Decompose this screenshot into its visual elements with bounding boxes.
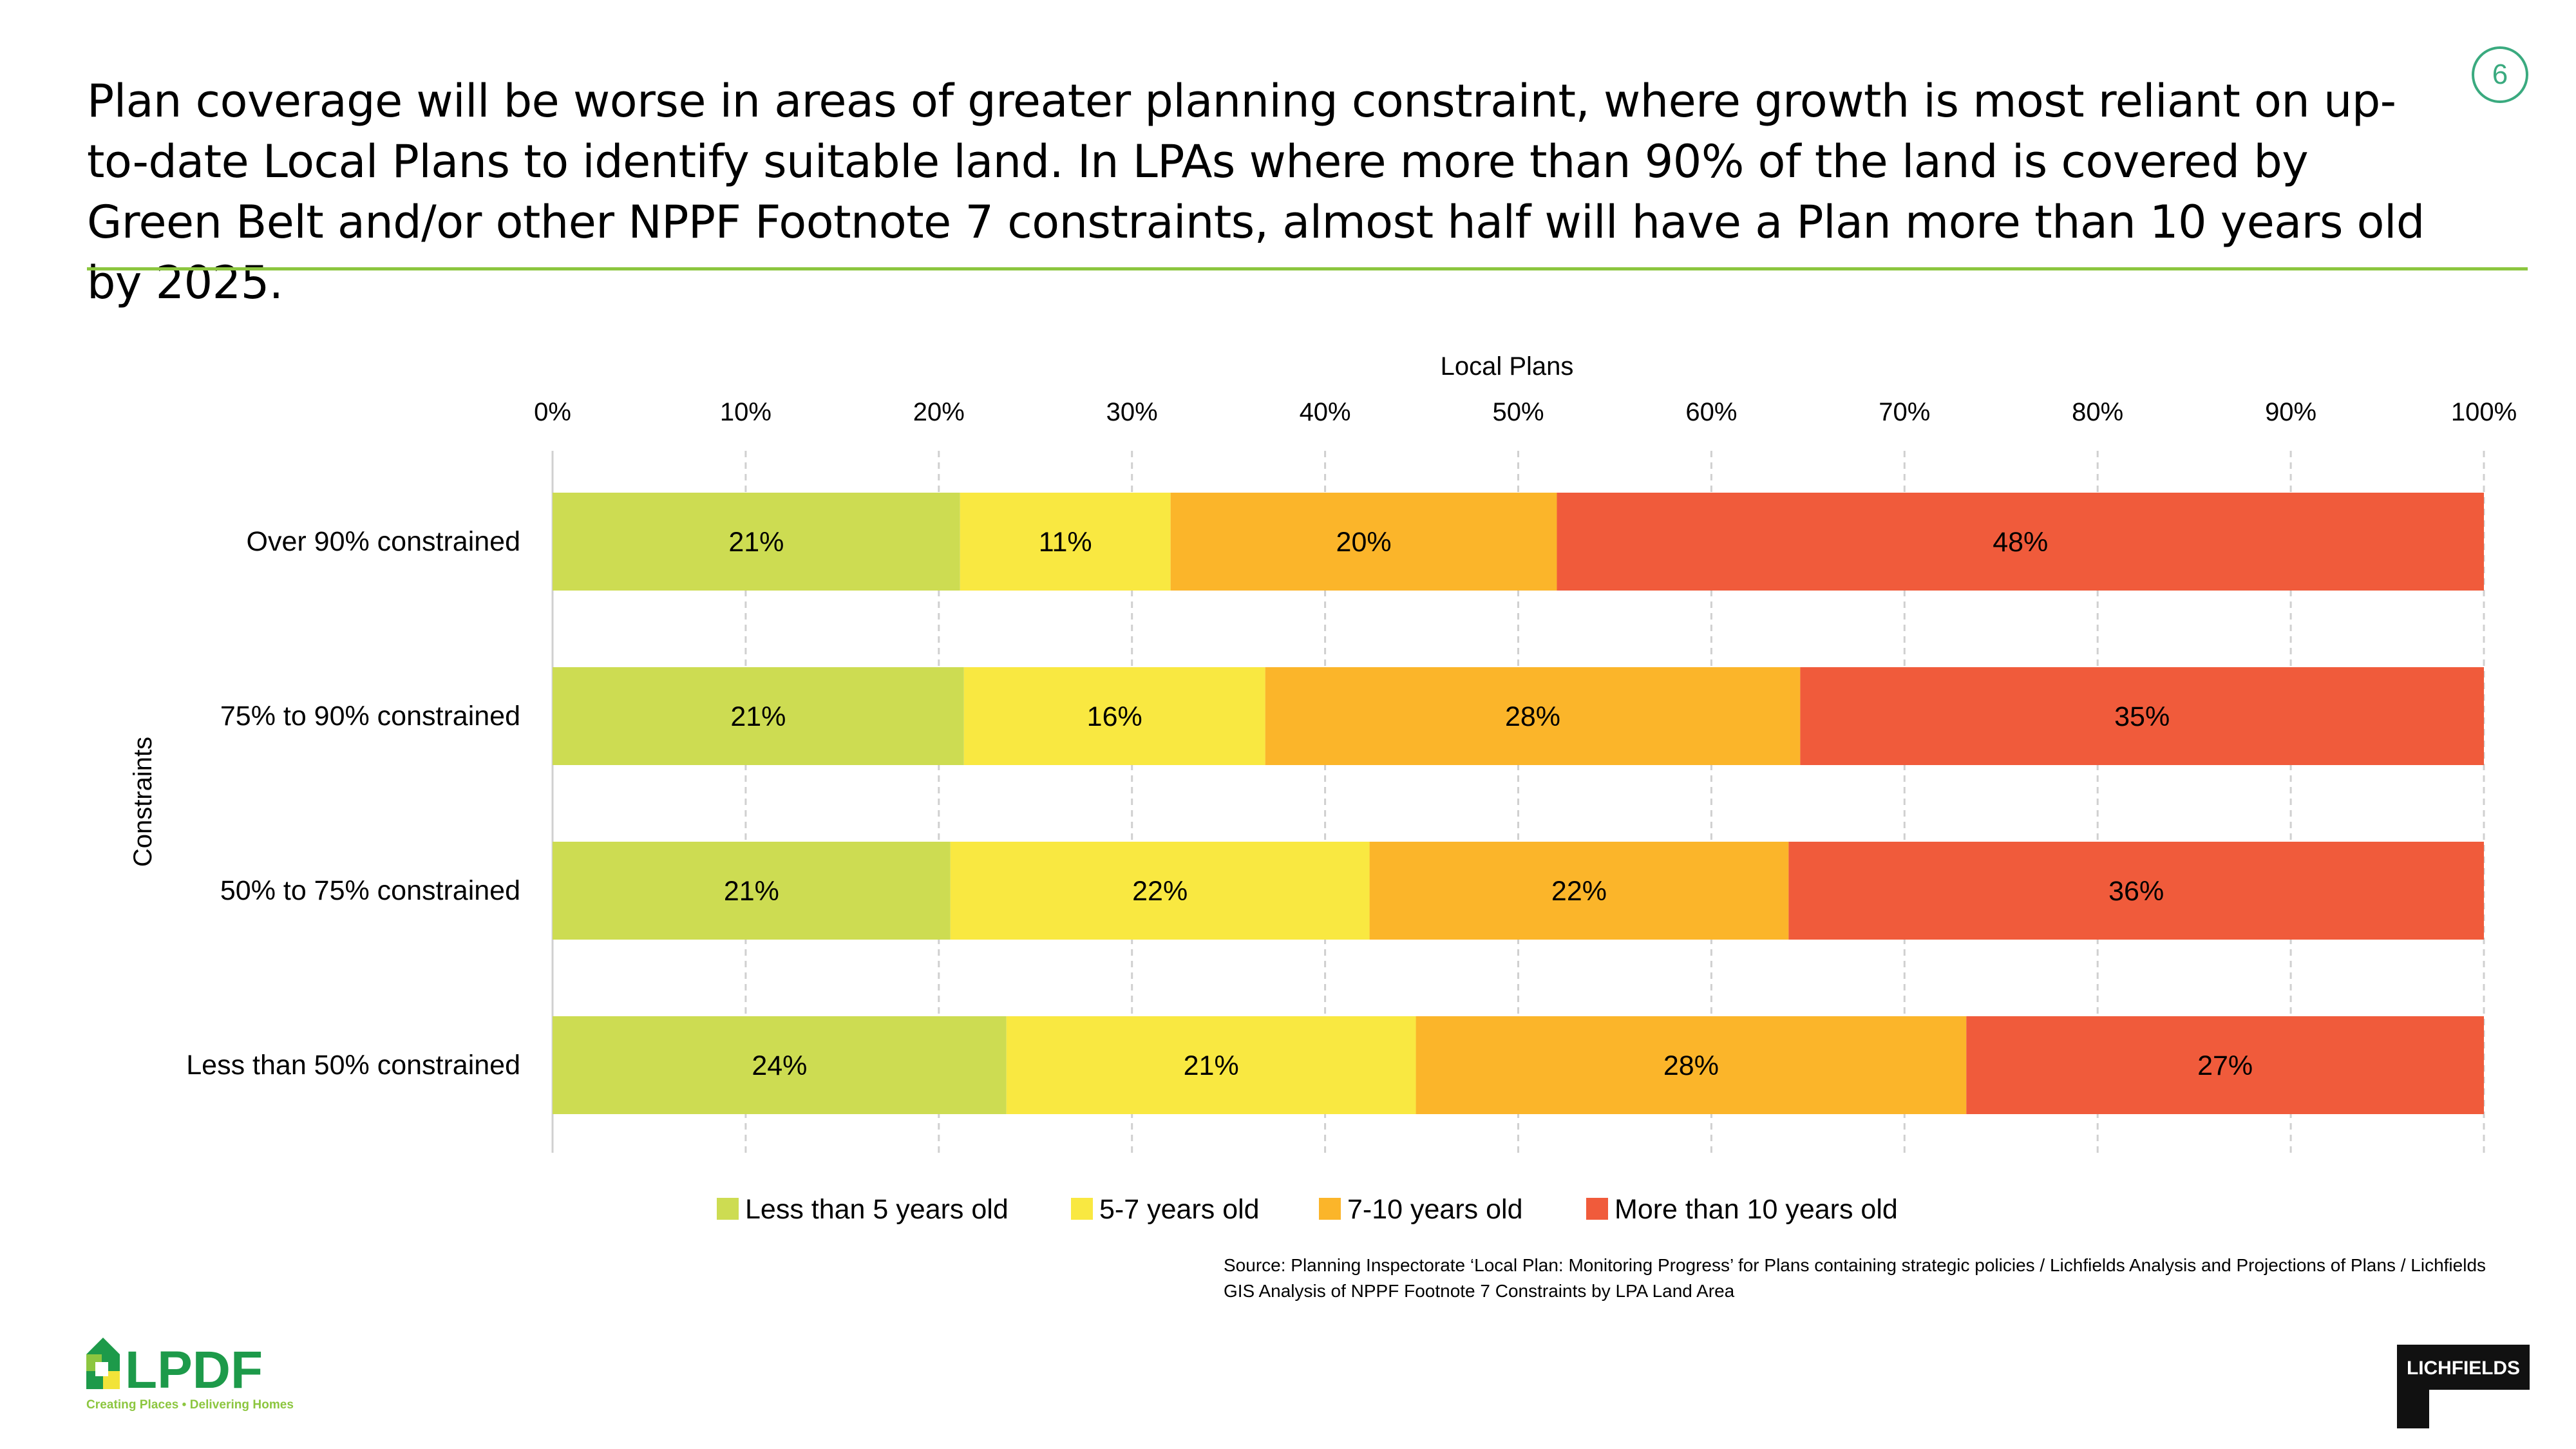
category-label: Less than 50% constrained (186, 1050, 520, 1081)
x-tick-label: 30% (1106, 398, 1158, 426)
data-label: 28% (1663, 1050, 1719, 1081)
bar-segment (1557, 493, 2484, 591)
legend-swatch (1071, 1198, 1093, 1220)
x-tick-label: 0% (534, 398, 571, 426)
x-axis-ticks: 0% 10% 20% 30% 40% 50% 60% 70% 80% 90% 100% (534, 398, 2517, 426)
category-label: 50% to 75% constrained (220, 875, 520, 906)
data-label: 24% (752, 1050, 807, 1081)
x-tick-label: 70% (1879, 398, 1930, 426)
category-label: 75% to 90% constrained (220, 701, 520, 732)
legend-swatch (1319, 1198, 1341, 1220)
data-label: 36% (2108, 876, 2164, 907)
legend-item: Less than 5 years old (717, 1194, 1009, 1225)
bar-segment (1265, 667, 1801, 765)
x-axis-title: Local Plans (1441, 352, 1574, 381)
bar-segment (553, 1016, 1007, 1114)
data-label: 22% (1132, 876, 1188, 907)
legend-swatch (1586, 1198, 1608, 1220)
legend: Less than 5 years old 5-7 years old 7-10 y… (717, 1194, 1898, 1225)
lpdf-logo: LPDF Creating Places • Delivering Homes (86, 1338, 294, 1412)
data-label: 22% (1551, 876, 1607, 907)
bar-segment (1416, 1016, 1967, 1114)
data-label: 21% (724, 876, 779, 907)
x-tick-label: 10% (720, 398, 772, 426)
stacked-bar-chart: 0% 10% 20% 30% 40% 50% 60% 70% 80% 90% 100% Local … (129, 352, 2517, 1225)
legend-label: More than 10 years old (1615, 1194, 1898, 1225)
lichfields-logo-text: LICHFIELDS (2407, 1358, 2520, 1379)
data-label: 20% (1336, 527, 1392, 558)
source-note: Source: Planning Inspectorate ‘Local Pla… (1224, 1255, 2486, 1301)
x-tick-label: 40% (1300, 398, 1351, 426)
lpdf-logo-text: LPDF (125, 1341, 263, 1399)
bar-segment (1788, 842, 2484, 940)
bar-segment (1966, 1016, 2484, 1114)
title-divider (87, 267, 2528, 270)
bar-segment (963, 667, 1265, 765)
bar-segment (1800, 667, 2484, 765)
data-label: 27% (2197, 1050, 2253, 1081)
x-tick-label: 80% (2072, 398, 2123, 426)
legend-label: 7-10 years old (1347, 1194, 1523, 1225)
x-tick-label: 20% (913, 398, 965, 426)
legend-label: Less than 5 years old (745, 1194, 1009, 1225)
bar-segment (950, 842, 1370, 940)
x-tick-label: 90% (2265, 398, 2316, 426)
data-label: 21% (730, 701, 786, 732)
x-tick-label: 50% (1492, 398, 1544, 426)
bars: 21% 11% 20% 48% 21% 16% 28% 35% 21% 22% 22% 36% 24% 2… (553, 493, 2484, 1114)
y-axis-title: Constraints (129, 737, 157, 867)
bar-segment (1170, 493, 1557, 591)
legend-item: 7-10 years old (1319, 1194, 1523, 1225)
bar-segment (1369, 842, 1789, 940)
data-label: 21% (1184, 1050, 1239, 1081)
bar-segment (960, 493, 1171, 591)
legend-item: 5-7 years old (1071, 1194, 1260, 1225)
lpdf-tagline: Creating Places • Delivering Homes (86, 1398, 294, 1412)
x-tick-label: 100% (2451, 398, 2517, 426)
legend-label: 5-7 years old (1099, 1194, 1260, 1225)
category-label: Over 90% constrained (247, 526, 520, 557)
data-label: 28% (1505, 701, 1560, 732)
category-labels: Over 90% constrained 75% to 90% constrain… (186, 526, 520, 1081)
data-label: 11% (1039, 527, 1092, 558)
page-number-badge: 6 (2472, 46, 2528, 103)
legend-item: More than 10 years old (1586, 1194, 1898, 1225)
bar-segment (1006, 1016, 1416, 1114)
data-label: 35% (2114, 701, 2170, 732)
legend-swatch (717, 1198, 739, 1220)
bar-segment (553, 842, 951, 940)
bar-segment (553, 667, 964, 765)
page-title: Plan coverage will be worse in areas of … (87, 75, 2425, 309)
bar-segment (553, 493, 960, 591)
data-label: 21% (728, 527, 784, 558)
data-label: 16% (1087, 701, 1142, 732)
x-tick-label: 60% (1685, 398, 1737, 426)
house-icon (86, 1338, 120, 1389)
data-label: 48% (1993, 527, 2048, 558)
lichfields-logo: LICHFIELDS (2397, 1345, 2530, 1428)
